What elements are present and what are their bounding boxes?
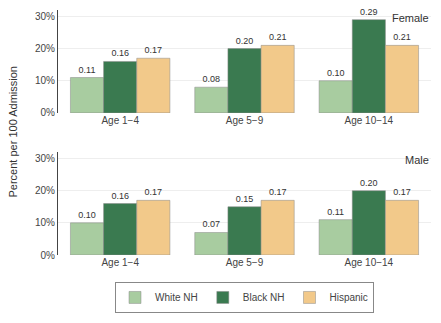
svg-text:0.17: 0.17 (393, 187, 411, 197)
svg-text:Age 5−9: Age 5−9 (226, 257, 264, 268)
svg-text:Age 1−4: Age 1−4 (101, 115, 139, 126)
svg-text:Percent per 100 Admission: Percent per 100 Admission (7, 66, 19, 197)
svg-text:0.20: 0.20 (360, 178, 378, 188)
svg-text:0%: 0% (41, 107, 56, 118)
svg-text:Age 10−14: Age 10−14 (344, 115, 393, 126)
svg-text:Age 5−9: Age 5−9 (226, 115, 264, 126)
svg-text:0.17: 0.17 (145, 187, 163, 197)
svg-text:10%: 10% (35, 75, 55, 86)
svg-text:Black NH: Black NH (243, 292, 285, 303)
svg-text:Age 1−4: Age 1−4 (101, 257, 139, 268)
svg-text:20%: 20% (35, 43, 55, 54)
svg-text:0.29: 0.29 (360, 7, 378, 17)
svg-text:0.08: 0.08 (203, 74, 221, 84)
svg-text:20%: 20% (35, 185, 55, 196)
svg-text:30%: 30% (35, 153, 55, 164)
svg-text:White NH: White NH (155, 292, 198, 303)
svg-text:30%: 30% (35, 11, 55, 22)
svg-text:Age 10−14: Age 10−14 (344, 257, 393, 268)
svg-text:0.11: 0.11 (79, 65, 96, 75)
svg-text:0.07: 0.07 (203, 219, 221, 229)
svg-text:0%: 0% (41, 250, 56, 261)
svg-text:0.20: 0.20 (236, 36, 254, 46)
svg-text:10%: 10% (35, 217, 55, 228)
svg-text:Female: Female (392, 12, 429, 24)
svg-text:Hispanic: Hispanic (329, 292, 367, 303)
svg-text:0.16: 0.16 (111, 48, 129, 58)
svg-text:0.21: 0.21 (269, 32, 287, 42)
svg-text:0.17: 0.17 (269, 187, 287, 197)
svg-text:0.17: 0.17 (145, 45, 163, 55)
svg-text:0.21: 0.21 (393, 32, 411, 42)
svg-text:0.11: 0.11 (327, 207, 344, 217)
svg-text:Male: Male (405, 154, 429, 166)
svg-text:0.16: 0.16 (111, 191, 129, 201)
svg-text:0.10: 0.10 (327, 68, 345, 78)
svg-text:0.10: 0.10 (78, 210, 96, 220)
svg-text:0.15: 0.15 (236, 194, 254, 204)
